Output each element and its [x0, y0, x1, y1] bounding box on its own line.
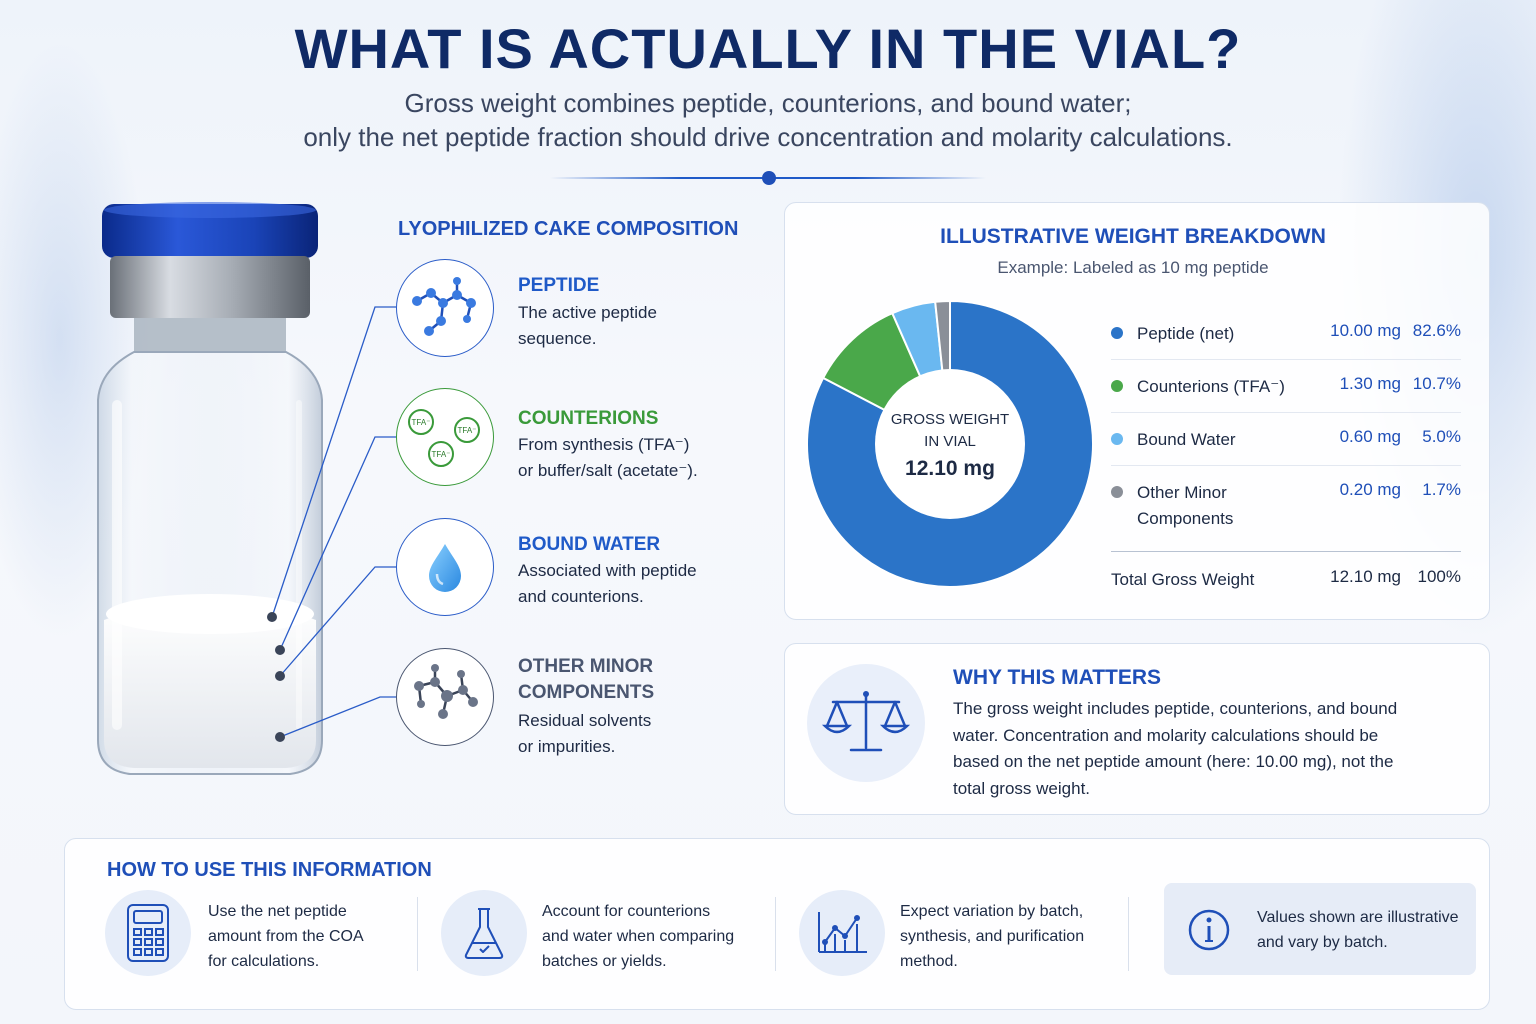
legend-separator — [1111, 412, 1461, 413]
why-line: water. Concentration and molarity calcul… — [953, 725, 1379, 745]
title-divider-dot — [762, 171, 776, 185]
breakdown-title: ILLUSTRATIVE WEIGHT BREAKDOWN — [940, 225, 1326, 248]
tfa-label-1: TFA⁻ — [412, 418, 431, 427]
counterions-desc-line1: From synthesis (TFA⁻) — [518, 435, 690, 454]
how-item-line: and water when comparing — [542, 928, 735, 945]
note-line: Values shown are illustrative — [1257, 909, 1459, 926]
legend-pct: 10.7% — [1412, 374, 1461, 393]
how-item-3: Expect variation by batch, synthesis, an… — [900, 899, 1084, 974]
other-components-heading-line1: OTHER MINOR — [518, 656, 654, 677]
note-text: Values shown are illustrative and vary b… — [1257, 905, 1459, 955]
page-subtitle-line2: only the net peptide fraction should dri… — [303, 122, 1233, 152]
legend-mg: 0.20 mg — [1339, 480, 1401, 499]
trend-chart-icon — [799, 890, 885, 976]
legend-label-line1: Other Minor — [1137, 483, 1227, 502]
counterions-heading: COUNTERIONS — [518, 408, 659, 429]
how-title: HOW TO USE THIS INFORMATION — [107, 859, 432, 881]
info-icon — [1187, 908, 1231, 957]
donut-slice-peptide — [806, 299, 1094, 588]
donut-chart: GROSS WEIGHT IN VIAL 12.10 mg — [806, 299, 1094, 588]
bound-water-desc-line1: Associated with peptide — [518, 561, 697, 580]
legend-label-line2: Components — [1137, 509, 1234, 528]
how-item-line: batches or yields. — [542, 953, 667, 970]
legend-mg: 0.60 mg — [1339, 427, 1401, 446]
legend-separator — [1111, 359, 1461, 360]
total-mg: 12.10 mg — [1330, 567, 1401, 586]
bound-water-desc-line2: and counterions. — [518, 587, 644, 606]
legend-pct: 82.6% — [1412, 321, 1461, 340]
legend-label: Bound Water — [1137, 430, 1236, 449]
grey-molecule-icon — [396, 648, 494, 746]
bound-water-heading: BOUND WATER — [518, 534, 661, 555]
note-line: and vary by batch. — [1257, 934, 1388, 951]
how-item-line: method. — [900, 953, 958, 970]
why-line: The gross weight includes peptide, count… — [953, 699, 1398, 718]
weight-breakdown-card: ILLUSTRATIVE WEIGHT BREAKDOWN Example: L… — [784, 202, 1490, 620]
legend-row-other: Other Minor Components 0.20 mg 1.7% — [1111, 480, 1461, 534]
total-separator — [1111, 551, 1461, 552]
breakdown-subtitle: Example: Labeled as 10 mg peptide — [997, 258, 1269, 277]
molecule-icon — [396, 259, 494, 357]
how-to-use-card: HOW TO USE THIS INFORMATION Use the net … — [64, 838, 1490, 1010]
legend-label: Peptide (net) — [1137, 324, 1235, 343]
how-item-1: Use the net peptide amount from the COA … — [208, 899, 364, 974]
legend-dot — [1111, 327, 1123, 339]
how-item-line: for calculations. — [208, 953, 320, 970]
balance-scale-icon — [807, 664, 925, 782]
other-components-desc-line2: or impurities. — [518, 737, 616, 756]
why-this-matters-card: WHY THIS MATTERS The gross weight includ… — [784, 643, 1490, 815]
legend-mg: 1.30 mg — [1339, 374, 1401, 393]
tfa-label-2: TFA⁻ — [458, 426, 477, 435]
illustrative-note: Values shown are illustrative and vary b… — [1164, 883, 1476, 975]
donut-center-value: 12.10 mg — [905, 457, 995, 480]
total-pct: 100% — [1417, 567, 1461, 586]
legend-pct: 1.7% — [1422, 480, 1461, 499]
how-item-line: synthesis, and purification — [900, 928, 1085, 945]
legend-mg: 10.00 mg — [1330, 321, 1401, 340]
how-item-line: Expect variation by batch, — [900, 903, 1084, 920]
calculator-icon — [105, 890, 191, 976]
legend-dot — [1111, 433, 1123, 445]
composition-title: LYOPHILIZED CAKE COMPOSITION — [398, 218, 739, 240]
why-title: WHY THIS MATTERS — [953, 666, 1162, 689]
vial-illustration — [90, 200, 330, 790]
how-item-2: Account for counterions and water when c… — [542, 899, 734, 974]
total-label: Total Gross Weight — [1111, 570, 1255, 589]
legend-separator — [1111, 465, 1461, 466]
donut-center-line1: GROSS WEIGHT — [891, 411, 1009, 428]
peptide-heading: PEPTIDE — [518, 275, 600, 296]
donut-center-line2: IN VIAL — [924, 433, 976, 450]
why-text: The gross weight includes peptide, count… — [953, 696, 1453, 802]
page-subtitle-line1: Gross weight combines peptide, counterio… — [404, 88, 1132, 118]
how-item-line: amount from the COA — [208, 928, 364, 945]
tfa-ions-icon: TFA⁻ TFA⁻ TFA⁻ — [396, 388, 494, 486]
how-item-line: Account for counterions — [542, 903, 711, 920]
legend-dot — [1111, 486, 1123, 498]
why-line: total gross weight. — [953, 778, 1091, 798]
water-drop-icon — [396, 518, 494, 616]
other-components-desc-line1: Residual solvents — [518, 711, 652, 730]
legend-pct: 5.0% — [1422, 427, 1461, 446]
counterions-desc-line2: or buffer/salt (acetate⁻). — [518, 461, 698, 480]
tfa-label-3: TFA⁻ — [432, 450, 451, 459]
flask-icon — [441, 890, 527, 976]
page-title: WHAT IS ACTUALLY IN THE VIAL? — [294, 17, 1242, 80]
how-separator — [417, 897, 418, 971]
other-components-heading-line2: COMPONENTS — [518, 682, 655, 703]
legend-label: Counterions (TFA⁻) — [1137, 377, 1285, 396]
peptide-desc-line1: The active peptide — [518, 303, 657, 322]
why-line: based on the net peptide amount (here: 1… — [953, 752, 1394, 771]
how-separator — [1128, 897, 1129, 971]
legend-dot — [1111, 380, 1123, 392]
how-item-line: Use the net peptide — [208, 903, 347, 920]
how-separator — [775, 897, 776, 971]
peptide-desc-line2: sequence. — [518, 329, 597, 348]
